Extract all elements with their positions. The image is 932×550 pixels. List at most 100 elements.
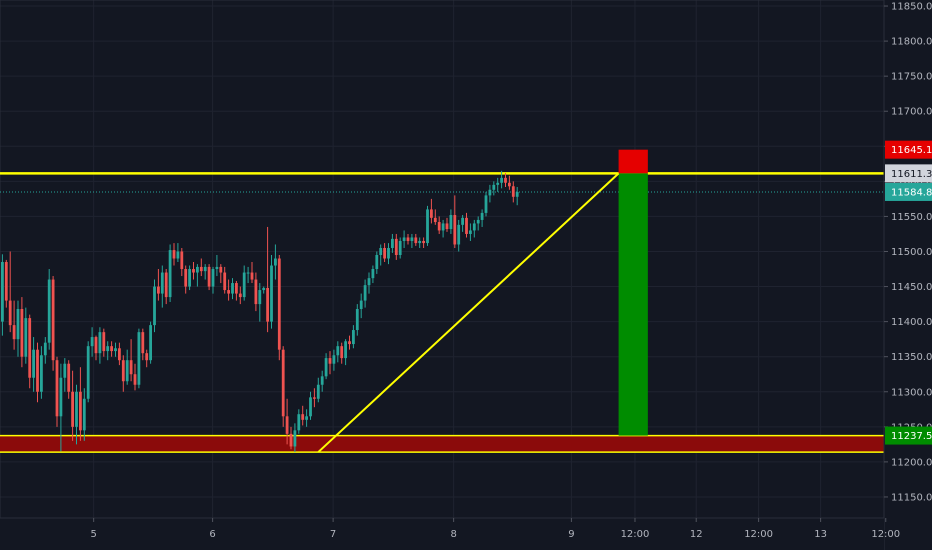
candle-body (266, 287, 269, 322)
candle (246, 266, 250, 284)
candle-body (391, 238, 394, 248)
price-tick-label: 11400.00 (891, 317, 932, 328)
candle (258, 283, 262, 322)
candle (157, 269, 160, 301)
candle (184, 265, 188, 294)
price-tick-label: 11450.00 (891, 282, 932, 293)
time-tick-label: 12:00 (871, 529, 900, 540)
candle (422, 237, 425, 248)
candle-body (164, 272, 168, 298)
candle-body (86, 346, 90, 399)
price-tick-label: 11200.00 (891, 457, 932, 468)
price-label: 11584.88 (885, 182, 932, 201)
candle-body (465, 217, 468, 234)
profit-target-zone[interactable] (618, 173, 648, 436)
candle-body (75, 391, 78, 427)
candle-body (332, 355, 336, 364)
candle-body (359, 300, 363, 310)
candle (426, 205, 429, 246)
candle (391, 233, 394, 253)
candle-body (402, 237, 406, 241)
candle-body (137, 332, 141, 385)
candle-body (348, 341, 351, 345)
candle-body (379, 247, 383, 255)
candle-body (281, 349, 285, 417)
candle-body (433, 217, 437, 223)
candle (227, 279, 230, 301)
candle (398, 237, 402, 259)
candle-body (262, 287, 266, 291)
candle (223, 266, 227, 294)
candle (172, 243, 176, 266)
candle (168, 244, 172, 302)
price-tick-label: 11700.00 (891, 107, 932, 118)
candle (472, 219, 476, 238)
candle-body (375, 255, 379, 270)
candle-body (153, 286, 156, 326)
candle (102, 328, 106, 357)
candle (449, 209, 453, 234)
candle-body (32, 349, 35, 378)
drawings[interactable] (317, 172, 620, 453)
drawing-zones[interactable] (0, 149, 884, 453)
candle-body (352, 330, 355, 345)
candle (402, 230, 406, 248)
time-axis[interactable]: 5 6 7 8 9 12:00 12 12:00 13 12:00 (0, 517, 900, 550)
stop-loss-zone[interactable] (618, 149, 648, 174)
candle (515, 186, 519, 206)
candle-body (94, 337, 98, 354)
candle-body (320, 376, 324, 385)
candle (90, 327, 94, 357)
price-label-text: 11645.19 (891, 145, 932, 156)
candle (352, 325, 355, 349)
price-label-text: 11237.54 (891, 431, 932, 442)
candle (242, 265, 246, 301)
candle-body (324, 358, 328, 377)
time-axis-background (0, 518, 884, 550)
candle-body (157, 286, 160, 294)
candle (441, 219, 445, 238)
price-tick-label: 11300.00 (891, 387, 932, 398)
candle (313, 388, 316, 408)
candle-body (184, 269, 188, 287)
candle-body (449, 215, 453, 230)
candle (125, 349, 129, 385)
candle-body (336, 346, 340, 356)
candle-body (398, 240, 402, 255)
candle (121, 355, 125, 392)
candle (75, 384, 78, 445)
candle-body (316, 384, 320, 399)
candle (199, 258, 203, 277)
candle-body (238, 293, 242, 298)
candle (266, 226, 269, 333)
candle (511, 181, 515, 203)
candle-body (172, 250, 176, 259)
candle-body (40, 355, 43, 392)
candle (484, 191, 488, 217)
price-axis[interactable]: 11850.0011800.0011750.0011700.0011650.00… (883, 0, 932, 550)
candle-body (215, 266, 219, 270)
candle-body (340, 346, 344, 359)
candle (496, 177, 500, 192)
candle (211, 266, 215, 294)
candle-body (461, 217, 464, 225)
time-tick-label: 8 (450, 529, 456, 540)
candle (28, 314, 32, 389)
candle-body (472, 223, 476, 231)
candle (476, 216, 480, 231)
trend-line[interactable] (317, 172, 620, 453)
candle-body (141, 332, 145, 354)
candle (160, 265, 164, 308)
candle (8, 251, 12, 333)
price-label-text: 11611.38 (891, 169, 932, 180)
candle (328, 351, 332, 375)
support-zone[interactable] (0, 435, 884, 453)
candle (82, 388, 86, 441)
time-tick-label: 5 (90, 529, 96, 540)
candle-body (355, 309, 359, 331)
candle-body (363, 285, 367, 301)
candle-body (305, 416, 308, 420)
candle (51, 276, 55, 371)
price-tick-label: 11150.00 (891, 492, 932, 503)
